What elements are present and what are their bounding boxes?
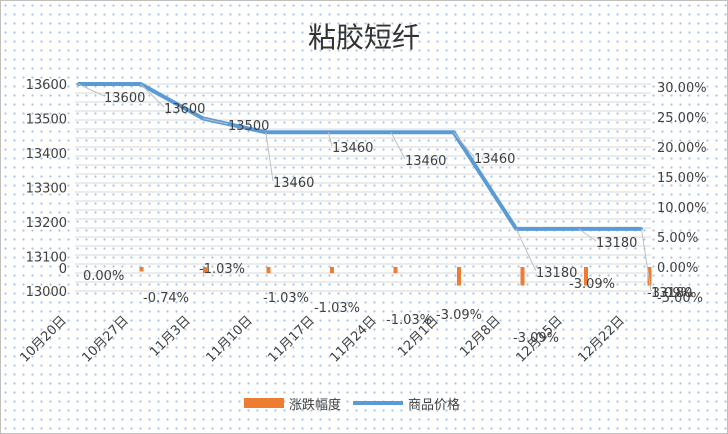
x-tick-label: 11月24日: [327, 313, 379, 365]
bar: [457, 267, 461, 286]
x-tick-label: 10月20日: [17, 313, 69, 365]
left-axis: 13000 13100 13200 13300 13400 13500 13600 0: [26, 78, 67, 300]
price-data-label: 13180: [651, 286, 692, 301]
legend-label-line: 商品价格: [408, 397, 460, 413]
pct-data-label: -3.09%: [436, 308, 482, 323]
leader-line: [578, 228, 597, 242]
bar: [266, 267, 271, 274]
pct-data-label: -1.03%: [263, 291, 309, 306]
y-tick-label: 13400: [26, 147, 67, 162]
right-axis: -5.00% 0.00% 5.00% 10.00% 15.00% 20.00% 25.00%…: [657, 81, 707, 306]
legend-swatch-bar: [244, 398, 284, 408]
bar-series: [139, 267, 652, 286]
bar: [203, 267, 207, 274]
leader-line: [140, 83, 165, 108]
pct-data-label: -3.09%: [647, 286, 693, 301]
price-line: [78, 82, 642, 231]
price-data-label: 13600: [104, 91, 145, 106]
y-tick-label: 13000: [26, 285, 67, 300]
pct-data-label: 0.00%: [83, 269, 124, 284]
leader-line: [640, 228, 652, 292]
x-axis: 10月20日 10月27日 11月3日 11月10日 11月17日 11月24日 12月1日…: [17, 313, 627, 365]
legend: 涨跌幅度 商品价格: [244, 397, 460, 413]
y-tick-label: 13200: [26, 216, 67, 231]
leader-line: [77, 83, 105, 97]
price-data-label: 13180: [596, 236, 637, 251]
pct-data-label: -3.09%: [513, 331, 559, 346]
y2-tick-label: 5.00%: [657, 231, 698, 246]
legend-label-bar: 涨跌幅度: [289, 397, 341, 413]
y2-tick-label: 15.00%: [657, 171, 707, 186]
x-tick-label: 11月17日: [265, 313, 317, 365]
leader-line: [265, 132, 274, 182]
y-tick-label: 13500: [26, 113, 67, 128]
price-data-label: 13460: [273, 176, 314, 191]
bar: [584, 267, 588, 286]
grid-lines: [75, 83, 651, 292]
x-tick-label: 10月27日: [79, 313, 131, 365]
bar: [139, 267, 144, 272]
leader-line: [453, 131, 475, 158]
bar: [393, 267, 398, 274]
y2-tick-label: 25.00%: [657, 111, 707, 126]
pct-data-label: -3.09%: [569, 277, 615, 292]
pct-data-label: -0.74%: [143, 291, 189, 306]
pct-data-label: -1.03%: [199, 262, 245, 277]
bar: [330, 267, 334, 274]
price-data-label: 13460: [474, 152, 515, 167]
chart-title: 粘胶短纤: [308, 21, 420, 54]
bar: [520, 267, 525, 286]
bar: [647, 267, 652, 286]
price-data-label: 13460: [332, 141, 373, 156]
y-tick-label: 13300: [26, 182, 67, 197]
price-data-label: 13180: [536, 266, 577, 281]
pct-data-label: -1.03%: [314, 301, 360, 316]
y-tick-label: 13600: [26, 78, 67, 93]
x-tick-label: 12月22日: [575, 313, 627, 365]
x-tick-label: 11月3日: [147, 313, 194, 360]
y2-tick-label: 0.00%: [657, 261, 698, 276]
data-labels: 13600 13600 13500 13460 13460 13460 13460 13180…: [77, 83, 693, 346]
y2-tick-label: 10.00%: [657, 201, 707, 216]
pct-data-label: -1.03%: [386, 313, 432, 328]
price-data-label: 13600: [164, 102, 205, 117]
leader-line: [515, 228, 537, 272]
y2-tick-label: 20.00%: [657, 141, 707, 156]
y2-tick-label: -5.00%: [657, 291, 703, 306]
y-tick-label: 13100: [26, 251, 67, 266]
leader-line: [390, 132, 406, 160]
price-data-label: 13500: [228, 119, 269, 134]
price-data-label: 13460: [405, 154, 446, 169]
x-tick-label: 11月10日: [203, 313, 255, 365]
y-tick-zero: 0: [59, 262, 67, 277]
leader-line: [327, 132, 333, 147]
y2-tick-label: 30.00%: [657, 81, 707, 96]
leader-line: [203, 118, 229, 125]
